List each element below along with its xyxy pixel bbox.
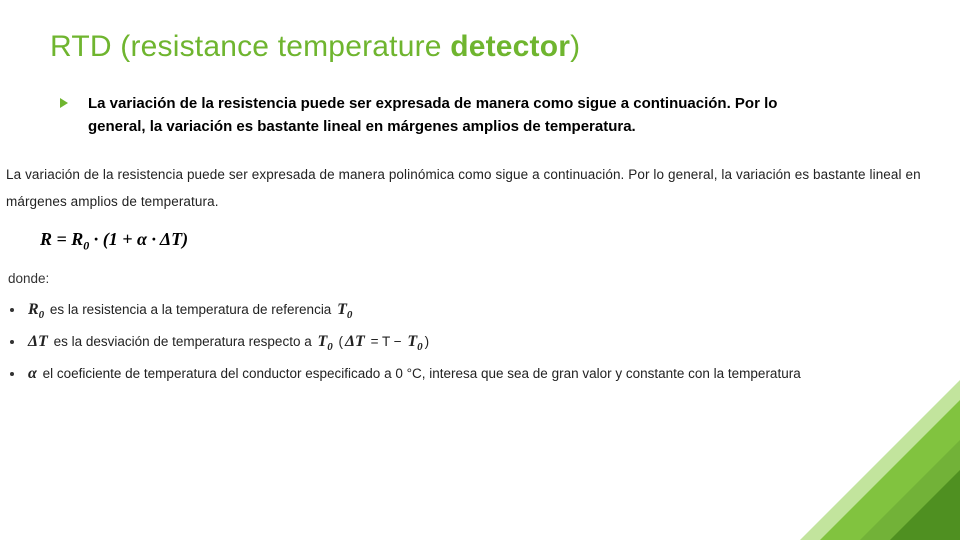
formula: R = R0 · (1 + α · ΔT) [34, 225, 194, 258]
donde-label: donde: [8, 271, 954, 286]
content-block: La variación de la resistencia puede ser… [2, 161, 958, 391]
def-dt-content: ΔT es la desviación de temperatura respe… [26, 326, 429, 358]
corner-decoration-icon [760, 380, 960, 540]
def-r0-content: R0 es la resistencia a la temperatura de… [26, 294, 354, 326]
bullet-text: La variación de la resistencia puede ser… [88, 92, 808, 139]
definition-list: R0 es la resistencia a la temperatura de… [6, 294, 954, 390]
def-r0: R0 es la resistencia a la temperatura de… [10, 294, 954, 326]
def-r0-text: es la resistencia a la temperatura de re… [46, 302, 335, 317]
def-dt-ref: T0 [315, 326, 334, 358]
def-r0-symbol: R0 [26, 294, 46, 326]
formula-row: R = R0 · (1 + α · ΔT) [34, 225, 954, 258]
bullet-dot-icon [10, 308, 14, 312]
bullet-row: La variación de la resistencia puede ser… [50, 92, 910, 139]
formula-rhs-post: · (1 + α · ΔT) [89, 229, 188, 249]
content-paragraph: La variación de la resistencia puede ser… [6, 161, 954, 215]
def-alpha-symbol: α [26, 358, 39, 390]
title-suffix: ) [570, 30, 580, 63]
def-dt-paren-post: ) [425, 334, 430, 349]
def-dt-symbol: ΔT [26, 326, 50, 358]
slide: RTD (resistance temperature detector) La… [0, 0, 960, 540]
title-bold: detector [450, 30, 570, 63]
def-r0-ref: T0 [335, 294, 354, 326]
def-dt-text: es la desviación de temperatura respecto… [50, 334, 316, 349]
def-dt-eq-lhs: ΔT [343, 326, 367, 358]
bullet-dot-icon [10, 372, 14, 376]
def-alpha: α el coeficiente de temperatura del cond… [10, 358, 954, 390]
def-dt-eq-r: T0 [405, 326, 424, 358]
formula-rhs-pre: = R [52, 229, 83, 249]
bullet-dot-icon [10, 340, 14, 344]
bullet-arrow-icon [58, 96, 70, 114]
def-dt: ΔT es la desviación de temperatura respe… [10, 326, 954, 358]
formula-lhs: R [40, 229, 52, 249]
title-prefix: RTD (resistance temperature [50, 30, 450, 63]
def-dt-paren-pre: ( [335, 334, 343, 349]
def-dt-eq-mid: = T − [367, 334, 406, 349]
slide-title: RTD (resistance temperature detector) [50, 30, 910, 64]
def-alpha-content: α el coeficiente de temperatura del cond… [26, 358, 801, 390]
def-alpha-text: el coeficiente de temperatura del conduc… [39, 366, 801, 381]
